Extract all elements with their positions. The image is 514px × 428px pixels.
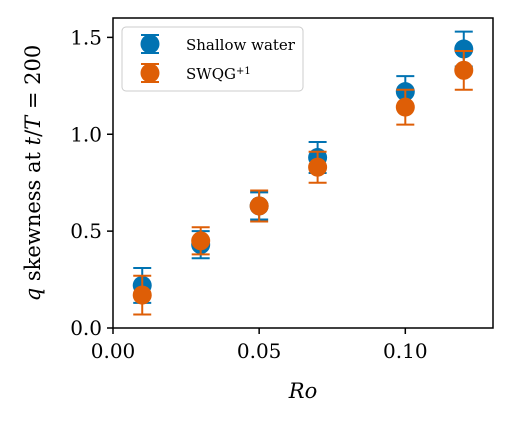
legend-label-shallow-water: Shallow water (186, 36, 296, 54)
data-point (454, 60, 474, 80)
data-point (249, 196, 269, 216)
axis-ticks: 0.00 0.05 0.10 0.0 0.5 1.0 1.5 (70, 25, 427, 363)
data-point (308, 157, 328, 177)
data-marks (132, 30, 474, 316)
y-tick-label: 1.0 (70, 122, 102, 146)
legend-marker (140, 63, 160, 83)
legend-label-swqg: SWQG+1 (186, 65, 251, 83)
y-tick-label: 0.5 (70, 219, 102, 243)
data-point (191, 231, 211, 251)
legend-box (121, 26, 304, 92)
y-axis-label: q skewness at t/T = 200 (21, 45, 45, 301)
legend-marker (140, 34, 160, 54)
legend-swatch-shallow-water (140, 34, 160, 54)
y-tick-label: 1.5 (70, 25, 102, 49)
x-tick-label: 0.00 (91, 339, 136, 363)
legend: Shallow water SWQG+1 (121, 26, 304, 92)
data-point (454, 39, 474, 59)
x-tick-label: 0.05 (237, 339, 282, 363)
series-swqg (132, 49, 474, 316)
data-point (395, 97, 415, 117)
x-tick-label: 0.10 (383, 339, 428, 363)
data-point (132, 285, 152, 305)
y-tick-label: 0.0 (70, 316, 102, 340)
plot-frame (112, 17, 494, 329)
legend-swatch-swqg (140, 63, 160, 83)
x-axis-label: Ro (288, 379, 317, 403)
